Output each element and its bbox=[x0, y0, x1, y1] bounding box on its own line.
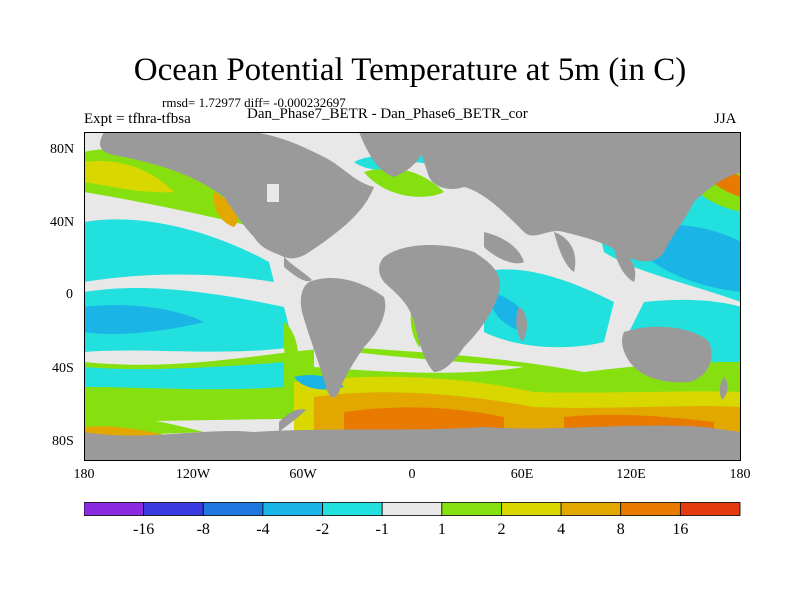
colorbar-label: 1 bbox=[437, 521, 446, 538]
peru-green bbox=[283, 322, 299, 377]
land-masses bbox=[84, 132, 741, 461]
southern-darkorange bbox=[344, 407, 504, 432]
lon-label-60w: 60W bbox=[289, 467, 317, 482]
lon-label-120w: 120W bbox=[175, 467, 211, 482]
north-pacific-white-patch bbox=[267, 184, 279, 202]
north-america bbox=[100, 132, 374, 259]
map-frame bbox=[84, 132, 741, 461]
experiment-label: Expt = tfhra-tfbsa bbox=[84, 111, 191, 127]
colorbar-box bbox=[441, 502, 502, 516]
lat-label-80n: 80N bbox=[50, 142, 75, 157]
colorbar-label: 16 bbox=[672, 521, 689, 538]
southern-cyan-left bbox=[84, 362, 284, 390]
colorbar-box bbox=[202, 502, 264, 516]
colorbar-box bbox=[620, 502, 681, 516]
southern-neutral-center bbox=[314, 347, 524, 373]
lat-label-40n: 40N bbox=[50, 215, 75, 230]
map-title: Ocean Potential Temperature at 5m (in C) bbox=[133, 52, 687, 88]
north-pacific-orange bbox=[213, 192, 238, 227]
colorbar-label: -4 bbox=[256, 521, 270, 538]
lon-label-120e: 120E bbox=[616, 467, 646, 482]
lat-label-0: 0 bbox=[66, 287, 73, 302]
australia bbox=[622, 326, 712, 383]
colorbar-box bbox=[381, 502, 443, 516]
lat-label-80s: 80S bbox=[52, 434, 74, 449]
arabia bbox=[484, 232, 524, 264]
colorbar-label: -2 bbox=[315, 521, 330, 538]
southeast-asia bbox=[614, 247, 636, 282]
colorbar-box bbox=[143, 502, 204, 516]
colorbar-label: 8 bbox=[616, 521, 625, 538]
central-america bbox=[284, 257, 312, 282]
india bbox=[554, 232, 576, 272]
stats-line: rmsd= 1.72977 diff= -0.000232697 bbox=[162, 95, 346, 110]
colorbar-label: 2 bbox=[497, 521, 506, 538]
colorbar-label: -16 bbox=[132, 521, 155, 538]
colorbar-box bbox=[322, 502, 383, 516]
case-label: Dan_Phase7_BETR - Dan_Phase6_BETR_cor bbox=[247, 106, 528, 122]
lon-label-180w: 180 bbox=[73, 467, 95, 482]
colorbar-label: -8 bbox=[196, 521, 210, 538]
lon-label-180e: 180 bbox=[729, 467, 751, 482]
colorbar-label: -1 bbox=[375, 521, 389, 538]
colorbar-label: 4 bbox=[557, 521, 566, 538]
lon-label-60e: 60E bbox=[510, 467, 534, 482]
colorbar bbox=[84, 502, 741, 516]
new-zealand bbox=[719, 377, 728, 400]
africa bbox=[379, 245, 500, 372]
lat-label-40s: 40S bbox=[52, 361, 74, 376]
antarctic-peninsula bbox=[279, 409, 306, 432]
colorbar-box bbox=[560, 502, 622, 516]
tropical-pacific-blue bbox=[84, 305, 204, 334]
season-label: JJA bbox=[714, 111, 737, 127]
world-map bbox=[84, 132, 741, 461]
lon-label-0: 0 bbox=[408, 467, 416, 482]
madagascar bbox=[516, 307, 527, 342]
north-pacific-yellow bbox=[84, 161, 174, 193]
atlantic-north-green bbox=[364, 168, 444, 197]
colorbar-box bbox=[262, 502, 323, 516]
greenland bbox=[359, 132, 426, 177]
south-america bbox=[300, 277, 386, 398]
colorbar-box bbox=[501, 502, 562, 516]
eurasia bbox=[414, 132, 741, 262]
antarctica bbox=[84, 425, 741, 461]
north-pacific-cyan bbox=[84, 219, 274, 282]
colorbar-box bbox=[84, 502, 145, 516]
colorbar-box bbox=[679, 502, 741, 516]
